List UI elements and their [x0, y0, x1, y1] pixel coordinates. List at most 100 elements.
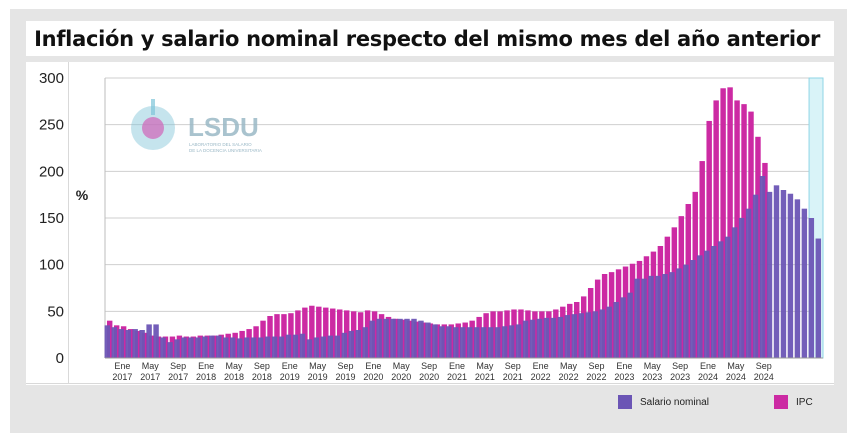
bar-salario [125, 330, 131, 358]
bar-salario [599, 309, 605, 358]
bar-salario [104, 325, 111, 358]
x-tick-month: Sep [505, 361, 521, 371]
bar-salario [683, 264, 689, 358]
bar-ipc [706, 120, 712, 358]
bar-salario [257, 337, 264, 358]
legend-swatch-ipc [774, 395, 788, 409]
bar-salario [160, 337, 166, 358]
x-tick-year: 2024 [726, 372, 746, 382]
bar-salario [515, 324, 522, 358]
bar-salario [543, 317, 550, 358]
chart-svg: 050100150200250300%Ene2017May2017Sep2017… [26, 62, 834, 384]
logo-flask [142, 117, 164, 139]
chart-title: Inflación y salario nominal respecto del… [34, 27, 820, 51]
bar-salario [341, 332, 348, 358]
bar-salario [453, 327, 459, 358]
bar-salario [745, 208, 752, 358]
x-tick-month: May [560, 361, 578, 371]
x-tick-year: 2017 [112, 372, 132, 382]
bar-salario [348, 330, 354, 358]
x-tick-month: Ene [114, 361, 130, 371]
bar-salario [153, 324, 159, 358]
x-tick-month: Ene [449, 361, 465, 371]
bar-salario [383, 318, 389, 358]
bar-salario [766, 191, 773, 358]
y-tick-label: 50 [47, 303, 64, 320]
y-tick-label: 250 [39, 117, 64, 134]
x-tick-year: 2018 [252, 372, 272, 382]
bottom-divider [26, 383, 834, 384]
bar-salario [230, 337, 236, 358]
bar-ipc [281, 314, 287, 358]
x-tick-year: 2018 [196, 372, 216, 382]
bar-salario [752, 194, 759, 358]
x-tick-month: Ene [282, 361, 298, 371]
bar-salario [711, 246, 717, 358]
bar-salario [794, 199, 801, 358]
x-tick-month: Sep [588, 361, 604, 371]
legend-swatch-salario [618, 395, 632, 409]
bar-salario [181, 337, 187, 358]
bar-salario [487, 327, 494, 358]
x-tick-month: Sep [421, 361, 437, 371]
bar-salario [334, 335, 341, 358]
bar-ipc [274, 314, 280, 358]
bar-salario [564, 315, 571, 358]
bar-salario [522, 320, 529, 358]
title-bar: Inflación y salario nominal respecto del… [26, 21, 834, 56]
logo-flask-neck [151, 99, 155, 115]
bar-salario [697, 255, 703, 358]
bar-salario [118, 329, 124, 358]
legend: Salario nominal IPC [26, 389, 834, 417]
y-tick-label: 150 [39, 210, 64, 227]
bar-ipc [337, 309, 343, 358]
x-tick-year: 2023 [614, 372, 634, 382]
bar-salario [146, 324, 152, 358]
chart-area: 0 50 100 150 200 250 300% Ene 2017 May 2017 Sep 2017… [26, 62, 834, 385]
x-tick-month: Ene [365, 361, 381, 371]
bar-salario [529, 319, 536, 358]
x-tick-year: 2020 [419, 372, 439, 382]
bar-salario [815, 238, 822, 358]
bar-salario [669, 272, 675, 358]
bar-ipc [713, 100, 719, 359]
bar-salario [376, 318, 382, 358]
axis-divider [68, 62, 69, 384]
bar-ipc [727, 87, 733, 358]
x-tick-year: 2023 [670, 372, 690, 382]
y-tick-label: 0 [56, 350, 64, 367]
y-tick-label: 100 [39, 257, 64, 274]
bar-salario [167, 342, 173, 358]
bar-salario [216, 335, 222, 358]
x-tick-month: Ene [616, 361, 632, 371]
bar-salario [634, 278, 640, 358]
bar-salario [641, 278, 647, 358]
bar-salario [355, 330, 361, 358]
x-tick-month: May [727, 361, 745, 371]
y-axis-label: % [76, 187, 89, 203]
x-tick-month: Ene [700, 361, 716, 371]
bar-salario [411, 318, 417, 358]
bar-salario [202, 336, 208, 358]
x-tick-year: 2024 [698, 372, 718, 382]
bar-salario [425, 322, 431, 358]
bar-salario [718, 241, 724, 358]
x-tick-month: May [393, 361, 411, 371]
bar-salario [759, 176, 766, 358]
bar-salario [704, 250, 710, 358]
bar-ipc [720, 88, 726, 358]
bar-salario [480, 327, 487, 358]
bar-salario [508, 325, 515, 358]
bar-salario [578, 313, 585, 358]
x-tick-year: 2023 [642, 372, 662, 382]
bar-salario [243, 337, 250, 358]
x-tick-month: Sep [672, 361, 688, 371]
bar-salario [271, 336, 278, 358]
x-tick-month: Ene [533, 361, 549, 371]
x-tick-year: 2019 [308, 372, 328, 382]
bar-salario [731, 227, 738, 358]
x-tick-year: 2021 [447, 372, 467, 382]
bar-salario [787, 193, 794, 358]
bar-ipc [309, 305, 315, 358]
bar-salario [195, 337, 201, 358]
